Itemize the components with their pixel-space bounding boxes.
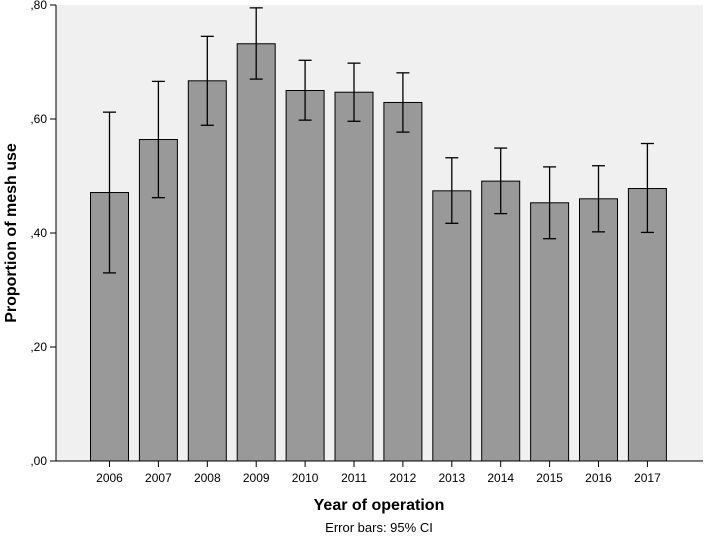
bar-2011 xyxy=(334,91,374,462)
y-tick-label: ,60 xyxy=(30,112,47,126)
bar-2008 xyxy=(187,80,227,462)
y-tick-label: ,20 xyxy=(30,340,47,354)
x-tick-label-2012: 2012 xyxy=(390,471,417,485)
x-tick-label-2013: 2013 xyxy=(438,471,465,485)
error-bar-2012 xyxy=(396,72,410,133)
x-tick-label-2015: 2015 xyxy=(536,471,563,485)
x-tick-label-2017: 2017 xyxy=(634,471,661,485)
y-axis-title: Proportion of mesh use xyxy=(3,143,20,323)
x-tick-label-2008: 2008 xyxy=(194,471,221,485)
error-bar-2013 xyxy=(445,157,459,224)
y-axis-ticks: ,00 ,20 ,40 ,60 ,80 xyxy=(30,0,56,468)
error-bar-2008 xyxy=(200,35,214,126)
x-tick-label-2007: 2007 xyxy=(145,471,172,485)
error-bars xyxy=(103,7,654,274)
bar-2010 xyxy=(285,90,325,462)
error-bar-2007 xyxy=(151,80,165,199)
error-bar-2011 xyxy=(347,62,361,122)
x-tick-label-2010: 2010 xyxy=(292,471,319,485)
error-bar-2009 xyxy=(249,7,263,80)
error-bar-2015 xyxy=(543,166,557,240)
x-tick-label-2006: 2006 xyxy=(96,471,123,485)
x-tick-label-2011: 2011 xyxy=(341,471,367,485)
bar-2012 xyxy=(383,101,423,462)
x-axis-title: Year of operation xyxy=(314,497,445,514)
bar-2015 xyxy=(530,202,570,462)
x-axis-ticks: 2006 2007 2008 2009 2010 2011 2012 2013 2014 2015… xyxy=(96,461,661,485)
error-bar-2006 xyxy=(103,111,116,274)
error-bar-2017 xyxy=(640,142,654,234)
bar-2009 xyxy=(236,43,276,462)
y-tick-label: ,40 xyxy=(30,226,47,240)
x-tick-label-2016: 2016 xyxy=(585,471,612,485)
x-tick-label-2009: 2009 xyxy=(243,471,270,485)
error-bar-2016 xyxy=(592,165,605,233)
y-tick-label: ,00 xyxy=(30,454,47,468)
bar-2017 xyxy=(627,188,667,462)
error-bar-footnote: Error bars: 95% CI xyxy=(325,520,433,535)
error-bar-2010 xyxy=(298,59,312,121)
bar-2013 xyxy=(432,190,472,462)
x-tick-label-2014: 2014 xyxy=(487,471,514,485)
bar-2014 xyxy=(481,180,521,462)
error-bar-2014 xyxy=(494,147,508,215)
y-tick-label: ,80 xyxy=(30,0,47,12)
bar-2016 xyxy=(579,198,618,462)
